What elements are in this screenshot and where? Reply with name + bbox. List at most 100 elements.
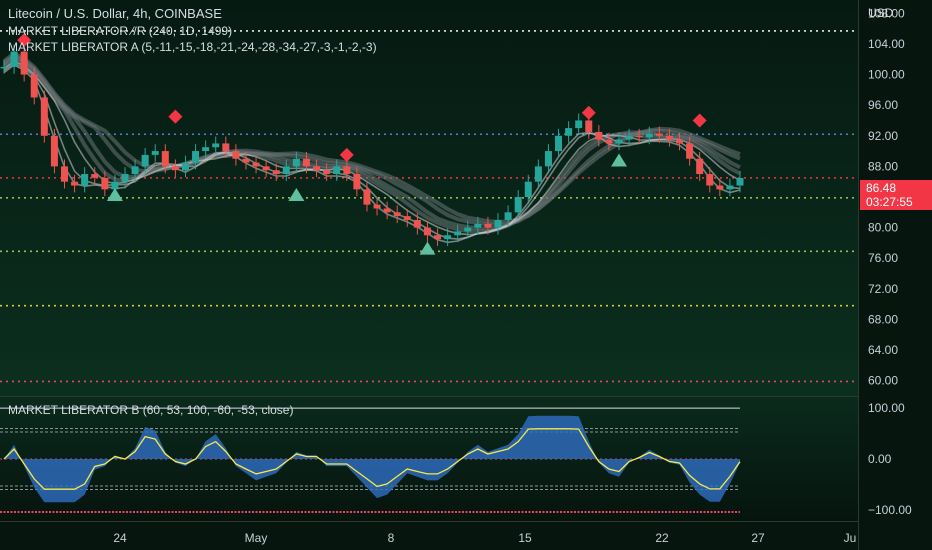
candle-body xyxy=(504,212,512,220)
price-tick-label: 76.00 xyxy=(868,251,898,265)
time-tick-label: May xyxy=(245,531,268,545)
last-price-tag: 86.48 03:27:55 xyxy=(860,180,932,210)
price-tick-label: 60.00 xyxy=(868,374,898,388)
candle-body xyxy=(161,151,169,167)
candle-body xyxy=(403,216,411,220)
candle-body xyxy=(595,131,603,140)
price-tick-label: 72.00 xyxy=(868,282,898,296)
candle-body xyxy=(0,66,8,69)
last-price-value: 86.48 xyxy=(866,181,897,195)
candle-body xyxy=(101,177,109,190)
candle-body xyxy=(726,185,734,190)
candle-body xyxy=(30,74,38,98)
candle-body xyxy=(474,223,482,228)
candle-body xyxy=(454,231,462,236)
candle-body xyxy=(544,151,552,167)
indicator-sr-label[interactable]: MARKET LIBERATOR ⁄/R (240, 1D, 1499) xyxy=(8,24,233,38)
candle-body xyxy=(20,51,28,75)
osc-tick-label: −100.00 xyxy=(868,503,912,517)
candle-body xyxy=(262,166,270,171)
candle-body xyxy=(131,166,139,175)
candle-body xyxy=(81,174,89,186)
candle-body xyxy=(514,197,522,213)
candle-body xyxy=(464,227,472,232)
candle-body xyxy=(494,219,502,228)
candle-body xyxy=(343,166,351,175)
candle-body xyxy=(212,143,220,148)
time-tick-label: 27 xyxy=(751,531,765,545)
currency-label[interactable]: USD xyxy=(868,6,894,20)
candle-body xyxy=(171,166,179,171)
sell-signal-marker xyxy=(17,33,32,48)
candle-body xyxy=(655,133,663,136)
sell-signal-marker xyxy=(692,113,707,128)
candle-body xyxy=(60,166,68,182)
candle-body xyxy=(565,128,573,136)
candle-body xyxy=(373,204,381,209)
candle-body xyxy=(302,158,310,167)
buy-signal-marker xyxy=(611,153,628,167)
ma-ribbon-line xyxy=(2,51,741,224)
price-tick-label: 100.00 xyxy=(868,68,905,82)
candle-body xyxy=(534,166,542,182)
osc-tick-label: 100.00 xyxy=(868,401,905,415)
candle-body xyxy=(282,166,290,175)
candle-body xyxy=(252,162,260,167)
candle-body xyxy=(353,174,361,190)
candle-body xyxy=(242,158,250,163)
price-tick-label: 88.00 xyxy=(868,159,898,173)
candle-body xyxy=(383,208,391,213)
buy-signal-marker xyxy=(106,188,123,201)
candle-body xyxy=(434,235,442,240)
candle-body xyxy=(313,166,321,171)
candle-body xyxy=(181,162,189,171)
price-tick-label: 104.00 xyxy=(868,37,905,51)
candle-body xyxy=(363,189,371,205)
candle-body xyxy=(272,170,280,175)
candle-body xyxy=(484,223,492,228)
ma-ribbon-line xyxy=(3,64,741,244)
candle-body xyxy=(615,139,623,144)
candle-body xyxy=(645,133,653,138)
time-tick-label: 24 xyxy=(113,531,127,545)
candle-body xyxy=(91,174,99,178)
bar-countdown: 03:27:55 xyxy=(866,195,913,209)
candle-body xyxy=(555,135,563,152)
buy-signal-marker xyxy=(419,241,436,255)
candle-body xyxy=(444,235,452,240)
candle-body xyxy=(676,139,684,144)
osc-tick-label: 0.00 xyxy=(868,452,892,466)
candle-body xyxy=(202,147,210,152)
ma-ribbon-line xyxy=(3,60,741,236)
candle-body xyxy=(232,151,240,159)
time-tick-label: 8 xyxy=(388,531,395,545)
candle-body xyxy=(575,120,583,129)
indicator-a-label[interactable]: MARKET LIBERATOR A (5,-11,-15,-18,-21,-2… xyxy=(8,40,377,54)
candle-body xyxy=(413,219,421,228)
osc-signal-line xyxy=(3,428,741,490)
candle-body xyxy=(393,212,401,217)
candle-body xyxy=(423,227,431,236)
candle-body xyxy=(71,181,79,186)
candle-body xyxy=(585,120,593,132)
price-tick-label: 80.00 xyxy=(868,221,898,235)
candle-body xyxy=(323,170,331,175)
candle-body xyxy=(192,151,200,163)
buy-signal-marker xyxy=(288,188,305,201)
candle-body xyxy=(292,158,300,167)
sell-signal-marker xyxy=(581,105,596,120)
candle-body xyxy=(706,174,714,186)
symbol-title: Litecoin / U.S. Dollar, 4h, COINBASE xyxy=(8,6,222,21)
price-tick-label: 92.00 xyxy=(868,129,898,143)
candle-body xyxy=(111,181,119,190)
price-tick-label: 96.00 xyxy=(868,98,898,112)
candle-body xyxy=(151,151,159,155)
sell-signal-marker xyxy=(339,147,354,162)
time-tick-label: 15 xyxy=(518,531,532,545)
time-tick-label: 22 xyxy=(655,531,669,545)
candle-body xyxy=(736,178,744,186)
price-tick-label: 64.00 xyxy=(868,343,898,357)
candle-body xyxy=(716,185,724,190)
indicator-b-label[interactable]: MARKET LIBERATOR B (60, 53, 100, -60, -5… xyxy=(8,403,294,417)
